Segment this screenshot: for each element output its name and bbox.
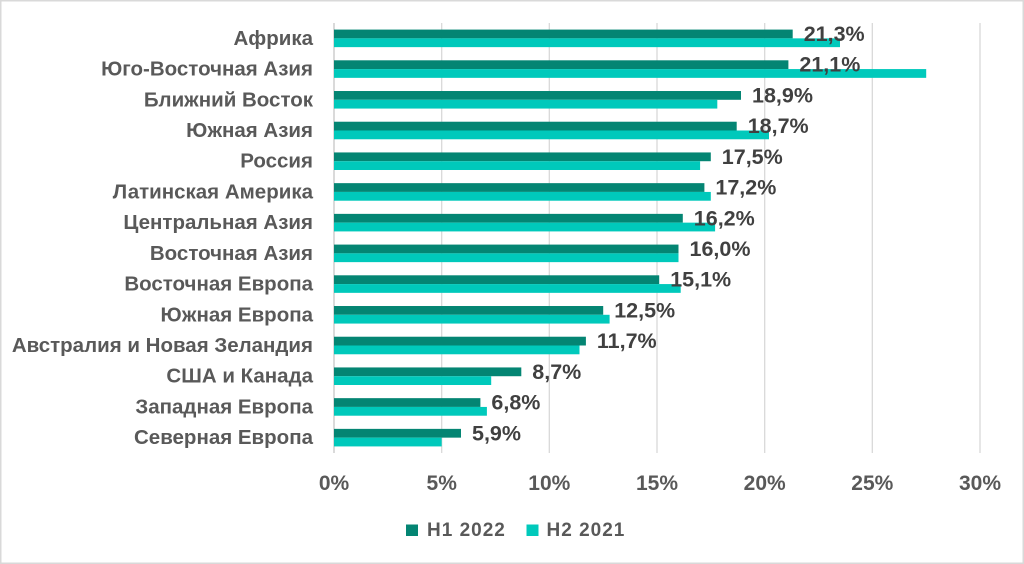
svg-text:16,2%: 16,2% <box>694 206 755 230</box>
svg-text:H1 2022: H1 2022 <box>427 520 506 541</box>
svg-text:5%: 5% <box>427 472 458 495</box>
svg-text:Центральная Азия: Центральная Азия <box>123 211 313 234</box>
svg-text:H2 2021: H2 2021 <box>547 520 626 541</box>
svg-text:15,1%: 15,1% <box>670 268 731 292</box>
svg-text:США и Канада: США и Канада <box>166 365 313 388</box>
svg-text:Юго-Восточная Азия: Юго-Восточная Азия <box>101 58 313 81</box>
svg-text:10%: 10% <box>528 472 570 495</box>
svg-text:17,5%: 17,5% <box>722 145 783 169</box>
svg-text:Северная Европа: Северная Европа <box>134 426 314 449</box>
svg-text:8,7%: 8,7% <box>532 360 581 384</box>
svg-text:5,9%: 5,9% <box>472 421 521 445</box>
svg-text:Австралия и Новая Зеландия: Австралия и Новая Зеландия <box>12 334 313 357</box>
svg-text:Россия: Россия <box>240 150 313 173</box>
svg-text:Южная Азия: Южная Азия <box>186 119 313 142</box>
svg-text:20%: 20% <box>744 472 786 495</box>
svg-text:Западная Европа: Западная Европа <box>135 395 313 418</box>
svg-text:21,3%: 21,3% <box>804 22 865 46</box>
svg-text:Южная Европа: Южная Европа <box>161 303 314 326</box>
svg-text:12,5%: 12,5% <box>614 298 675 322</box>
svg-text:15%: 15% <box>636 472 678 495</box>
svg-text:Восточная Европа: Восточная Европа <box>124 273 313 296</box>
svg-text:18,9%: 18,9% <box>752 83 813 107</box>
svg-text:30%: 30% <box>959 472 1001 495</box>
svg-text:18,7%: 18,7% <box>748 114 809 138</box>
svg-text:Латинская Америка: Латинская Америка <box>113 180 314 203</box>
svg-text:Ближний Восток: Ближний Восток <box>144 88 314 111</box>
svg-text:17,2%: 17,2% <box>715 176 776 200</box>
svg-text:21,1%: 21,1% <box>799 53 860 77</box>
svg-text:Африка: Африка <box>233 27 313 50</box>
svg-text:11,7%: 11,7% <box>597 329 657 353</box>
svg-text:16,0%: 16,0% <box>690 237 751 261</box>
svg-text:0%: 0% <box>319 472 350 495</box>
svg-text:Восточная Азия: Восточная Азия <box>150 242 313 265</box>
svg-text:6,8%: 6,8% <box>491 391 540 415</box>
svg-text:25%: 25% <box>851 472 893 495</box>
